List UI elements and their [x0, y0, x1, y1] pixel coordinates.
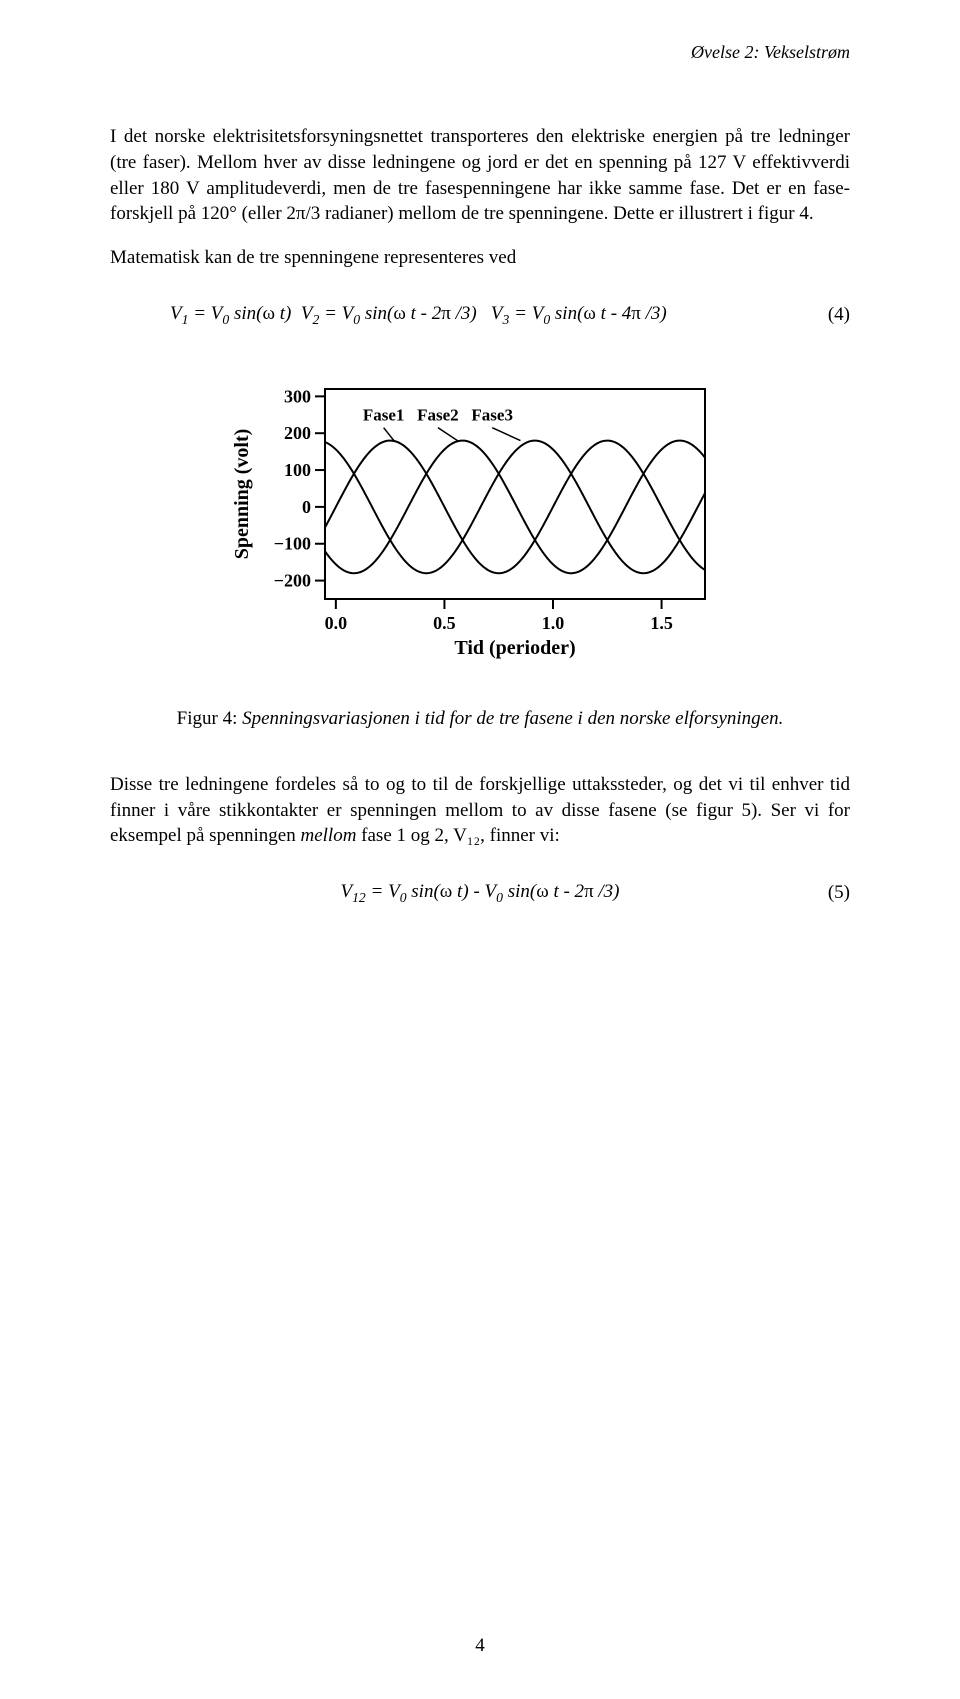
- svg-text:Spenning (volt): Spenning (volt): [231, 428, 253, 559]
- equation-4: V1 = V0 sin(ω t) V2 = V0 sin(ω t - 2π /3…: [110, 301, 850, 329]
- figure-4-caption-title: Figur 4:: [177, 708, 242, 729]
- svg-text:0: 0: [302, 497, 311, 517]
- running-head: Øvelse 2: Vekselstrøm: [110, 40, 850, 64]
- equation-5: V12 = V0 sin(ω t) - V0 sin(ω t - 2π /3) …: [110, 879, 850, 907]
- svg-text:1.0: 1.0: [542, 613, 565, 633]
- svg-text:Tid (perioder): Tid (perioder): [454, 637, 575, 659]
- page: Øvelse 2: Vekselstrøm I det norske elekt…: [0, 0, 960, 1699]
- svg-text:300: 300: [284, 386, 311, 406]
- svg-text:100: 100: [284, 460, 311, 480]
- equation-5-body: V12 = V0 sin(ω t) - V0 sin(ω t - 2π /3): [170, 879, 790, 907]
- svg-text:0.0: 0.0: [325, 613, 348, 633]
- paragraph-1: I det norske elektrisitetsforsyningsnett…: [110, 124, 850, 227]
- svg-text:Fase3: Fase3: [471, 405, 513, 424]
- equation-5-number: (5): [790, 880, 850, 906]
- figure-4: −200 −100 0 100 200 300 0.0 0.5 1.0 1.5 Spenning (…: [110, 369, 850, 677]
- equation-4-number: (4): [790, 302, 850, 328]
- svg-text:−100: −100: [274, 534, 311, 554]
- paragraph-3b: fase 1 og 2, V₁₂, finner vi:: [356, 825, 559, 846]
- paragraph-3: Disse tre ledningene fordeles så to og t…: [110, 772, 850, 849]
- svg-text:0.5: 0.5: [433, 613, 456, 633]
- svg-text:200: 200: [284, 423, 311, 443]
- figure-4-svg: −200 −100 0 100 200 300 0.0 0.5 1.0 1.5 Spenning (…: [230, 369, 730, 669]
- equation-4-body: V1 = V0 sin(ω t) V2 = V0 sin(ω t - 2π /3…: [170, 301, 790, 329]
- svg-text:−200: −200: [274, 570, 311, 590]
- svg-text:Fase1: Fase1: [363, 405, 405, 424]
- paragraph-2: Matematisk kan de tre spenningene repres…: [110, 245, 850, 271]
- page-number: 4: [0, 1633, 960, 1659]
- paragraph-3-em: mellom: [300, 825, 356, 846]
- figure-4-caption: Figur 4: Spenningsvariasjonen i tid for …: [110, 706, 850, 732]
- svg-text:1.5: 1.5: [650, 613, 673, 633]
- figure-4-caption-desc: Spenningsvariasjonen i tid for de tre fa…: [242, 708, 783, 729]
- svg-text:Fase2: Fase2: [417, 405, 459, 424]
